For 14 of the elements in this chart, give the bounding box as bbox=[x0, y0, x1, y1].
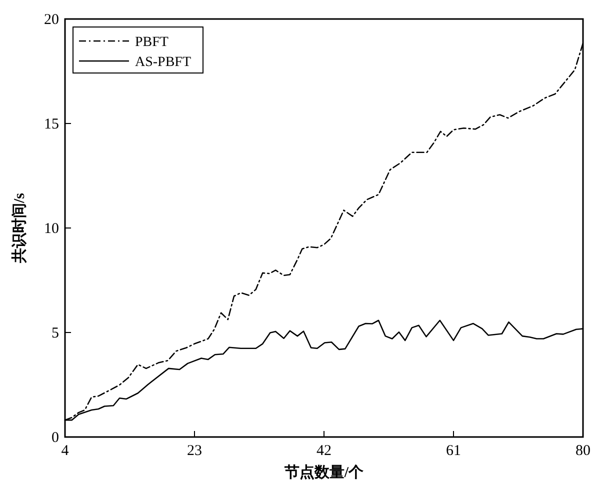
y-tick-label: 20 bbox=[44, 12, 59, 28]
y-tick-label: 15 bbox=[44, 116, 59, 132]
x-tick-label: 42 bbox=[316, 443, 332, 459]
legend-label: PBFT bbox=[135, 35, 169, 50]
x-tick-label: 23 bbox=[187, 443, 202, 459]
x-tick-label: 4 bbox=[61, 443, 70, 459]
y-tick-label: 0 bbox=[52, 430, 59, 446]
x-tick-label: 80 bbox=[576, 443, 590, 459]
y-tick-label: 10 bbox=[44, 221, 59, 237]
legend-label: AS-PBFT bbox=[135, 55, 192, 70]
x-tick-label: 61 bbox=[446, 443, 461, 459]
y-tick-label: 5 bbox=[52, 326, 59, 342]
x-axis-title: 节点数量/个 bbox=[283, 464, 365, 481]
y-axis-title: 共识时间/s bbox=[11, 192, 28, 264]
